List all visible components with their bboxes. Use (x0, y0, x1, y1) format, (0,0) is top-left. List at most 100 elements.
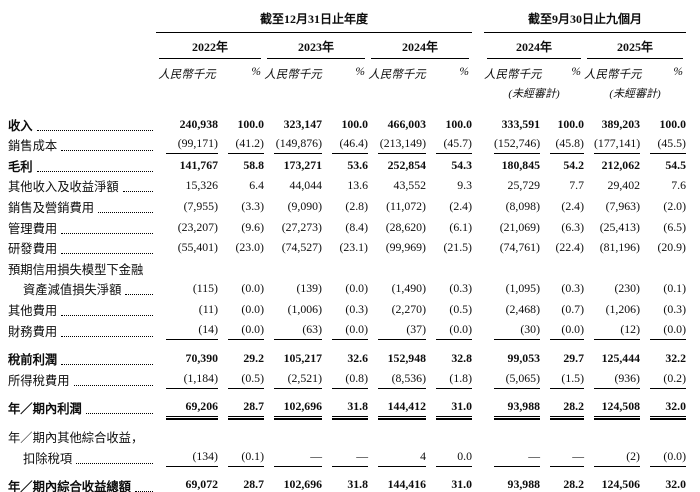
row-label: 資產減值損失淨額 (23, 283, 122, 298)
cell-amount: (14) (156, 319, 218, 340)
cell-text: (2,468) (505, 301, 540, 316)
row-label: 銷售及營銷費用 (8, 200, 95, 215)
table-row: 年／期內利潤 69,206 28.7 102,696 31.8 144,412 31.0 93… (8, 397, 700, 420)
cell-percent: 100.0 (540, 113, 584, 134)
row-label: 所得稅費用 (8, 373, 70, 388)
cell-text: 58.8 (243, 157, 264, 172)
row-label-cell: 預期信用損失模型下金融 (8, 260, 156, 278)
cell-percent: 58.8 (218, 154, 264, 175)
cell-percent: (46.4) (322, 134, 368, 155)
cell-text: 31.8 (332, 477, 368, 492)
cell-text: (23.1) (339, 240, 368, 255)
cell-amount: 29,402 (584, 175, 640, 196)
cell-percent: 6.4 (218, 175, 264, 196)
cell-text: (2.4) (449, 198, 472, 213)
cell-text: 54.3 (451, 157, 472, 172)
cell-text: (45.5) (650, 136, 686, 155)
column-unit-header: 人民幣千元 (264, 69, 322, 81)
cell-percent: (23.0) (218, 237, 264, 258)
cell-text: (2,521) (274, 371, 322, 389)
row-label: 其他收入及收益淨額 (8, 180, 119, 195)
cell-amount: (63) (264, 319, 322, 340)
cell-text: 7.7 (569, 178, 584, 193)
cell-percent: (2.4) (426, 195, 472, 216)
cell-text: 105,217 (283, 351, 322, 366)
cell-amount: 466,003 (368, 113, 426, 134)
cell-text: 93,988 (494, 477, 540, 492)
cell-percent: (0.8) (322, 368, 368, 389)
row-label-cell: 研發費用 (8, 239, 156, 257)
row-label-cell: 資產減值損失淨額 (8, 280, 156, 298)
cell-amount: 173,271 (264, 154, 322, 175)
cell-amount: (8,098) (484, 195, 540, 216)
cell-text: 69,072 (166, 477, 218, 492)
cell-amount: (134) (156, 446, 218, 467)
year-header-row: 2022年 2023年 2024年 2024年 2025年 (8, 33, 700, 59)
cell-percent: 32.6 (322, 348, 368, 369)
cell-percent: (0.0) (218, 298, 264, 319)
cell-text: (0.1) (663, 281, 686, 296)
cell-amount: (936) (584, 368, 640, 389)
cell-percent: 32.0 (640, 397, 686, 420)
dot-leader (36, 170, 153, 172)
cell-amount: 323,147 (264, 113, 322, 134)
cell-text: (37) (378, 322, 426, 340)
cell-percent: (41.2) (218, 134, 264, 155)
cell-text: — (332, 449, 368, 467)
row-label: 扣除稅項 (23, 451, 73, 466)
column-year-header: 2025年 (587, 33, 683, 59)
cell-percent: 29.7 (540, 348, 584, 369)
cell-amount: (1,006) (264, 298, 322, 319)
cell-text: 69,206 (166, 399, 218, 420)
cell-text: (115) (192, 281, 218, 296)
cell-text: 15,326 (185, 178, 218, 193)
cell-amount: 124,508 (584, 397, 640, 420)
cell-text: 31.0 (436, 477, 472, 492)
cell-percent: (0.5) (218, 368, 264, 389)
cell-amount: (5,065) (484, 368, 540, 389)
row-label-cell: 年／期內利潤 (8, 399, 156, 417)
cell-amount: 144,412 (368, 397, 426, 420)
row-label: 研發費用 (8, 242, 58, 257)
cell-percent: 32.8 (426, 348, 472, 369)
cell-percent: (0.3) (426, 278, 472, 299)
cell-text: (9.6) (241, 219, 264, 234)
cell-text: 124,506 (594, 477, 640, 492)
cell-amount: (7,963) (584, 195, 640, 216)
cell-text: (45.7) (436, 136, 472, 155)
cell-amount: (37) (368, 319, 426, 340)
cell-percent: 54.5 (640, 154, 686, 175)
row-label: 銷售成本 (8, 139, 58, 154)
cell-percent: (0.0) (218, 319, 264, 340)
cell-amount: 240,938 (156, 113, 218, 134)
cell-percent: (1.5) (540, 368, 584, 389)
row-label: 收入 (8, 118, 33, 133)
row-label-cell: 其他費用 (8, 301, 156, 319)
cell-text: 100.0 (557, 116, 584, 131)
table-row: 預期信用損失模型下金融 (8, 257, 700, 278)
cell-percent: 31.0 (426, 397, 472, 420)
cell-amount: (2,521) (264, 368, 322, 389)
table-row: 年／期內其他綜合收益， (8, 425, 700, 446)
cell-amount: 333,591 (484, 113, 540, 134)
dot-leader (36, 129, 153, 131)
dot-leader (98, 211, 153, 213)
cell-text: (20.9) (657, 240, 686, 255)
cell-text: 99,053 (507, 351, 540, 366)
cell-percent: 13.6 (322, 175, 368, 196)
table-body: 收入 240,938 100.0 323,147 100.0 466,003 100.0 33… (8, 113, 700, 492)
cell-amount: (9,090) (264, 195, 322, 216)
cell-text: 4 (378, 449, 426, 467)
cell-text: 100.0 (659, 116, 686, 131)
cell-text: (11,072) (386, 198, 426, 213)
cell-text: (14) (166, 322, 218, 340)
cell-text: (0.8) (332, 371, 368, 389)
cell-amount: (12) (584, 319, 640, 340)
column-year-header: 2023年 (267, 33, 365, 59)
cell-text: (8,536) (378, 371, 426, 389)
dot-leader (61, 150, 153, 152)
cell-text: (2.0) (663, 198, 686, 213)
cell-text: (0.0) (550, 322, 584, 340)
cell-percent: (45.7) (426, 134, 472, 155)
